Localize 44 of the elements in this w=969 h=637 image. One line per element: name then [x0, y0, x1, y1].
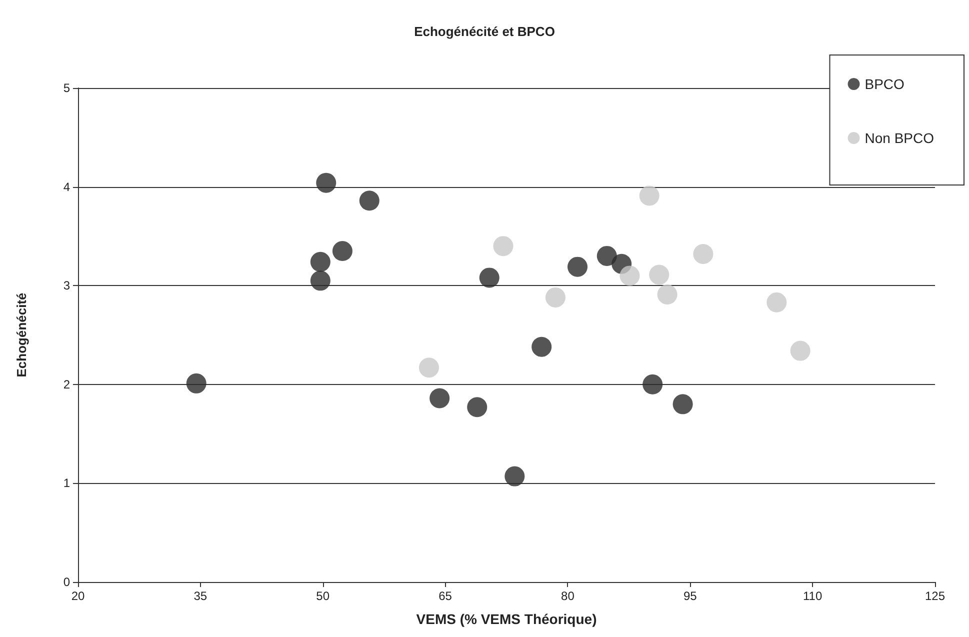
point [790, 340, 810, 361]
point [693, 244, 714, 264]
x-tick-label: 35 [194, 589, 208, 603]
point [467, 397, 488, 418]
y-tick-label: 4 [63, 180, 70, 194]
x-tick-label: 110 [803, 589, 822, 603]
point [479, 268, 500, 288]
point [310, 270, 330, 291]
point [359, 190, 380, 211]
point [620, 266, 640, 286]
x-tick-label: 65 [438, 589, 452, 603]
x-axis-title: VEMS (% VEMS Théorique) [416, 611, 597, 627]
chart-title: Echogénécité et BPCO [414, 24, 555, 39]
x-tick-label: 95 [683, 589, 698, 603]
point [545, 287, 566, 308]
y-tick-label: 5 [63, 81, 70, 95]
point [596, 246, 617, 266]
point [186, 373, 206, 394]
legend-label: Non BPCO [864, 130, 934, 146]
point [642, 374, 663, 394]
point [504, 466, 525, 486]
x-tick-label: 125 [924, 589, 946, 603]
point [332, 241, 352, 262]
x-tick-label: 50 [316, 589, 330, 603]
y-axis-title: Echogénécité [14, 292, 29, 378]
point [672, 394, 693, 414]
y-tick-label: 2 [63, 377, 70, 392]
point [430, 388, 450, 408]
point [493, 236, 514, 256]
legend-label: BPCO [864, 76, 905, 92]
point [766, 292, 787, 312]
point [316, 172, 336, 193]
point [568, 256, 588, 277]
point [418, 358, 439, 378]
y-tick-label: 1 [63, 476, 70, 490]
x-tick-label: 20 [71, 589, 85, 603]
x-tick-label: 80 [561, 589, 575, 603]
point [649, 264, 670, 285]
point [532, 336, 552, 357]
y-tick-label: 0 [63, 575, 70, 589]
point [639, 186, 660, 206]
point [657, 284, 678, 304]
point [310, 252, 330, 272]
y-tick-label: 3 [63, 278, 70, 293]
